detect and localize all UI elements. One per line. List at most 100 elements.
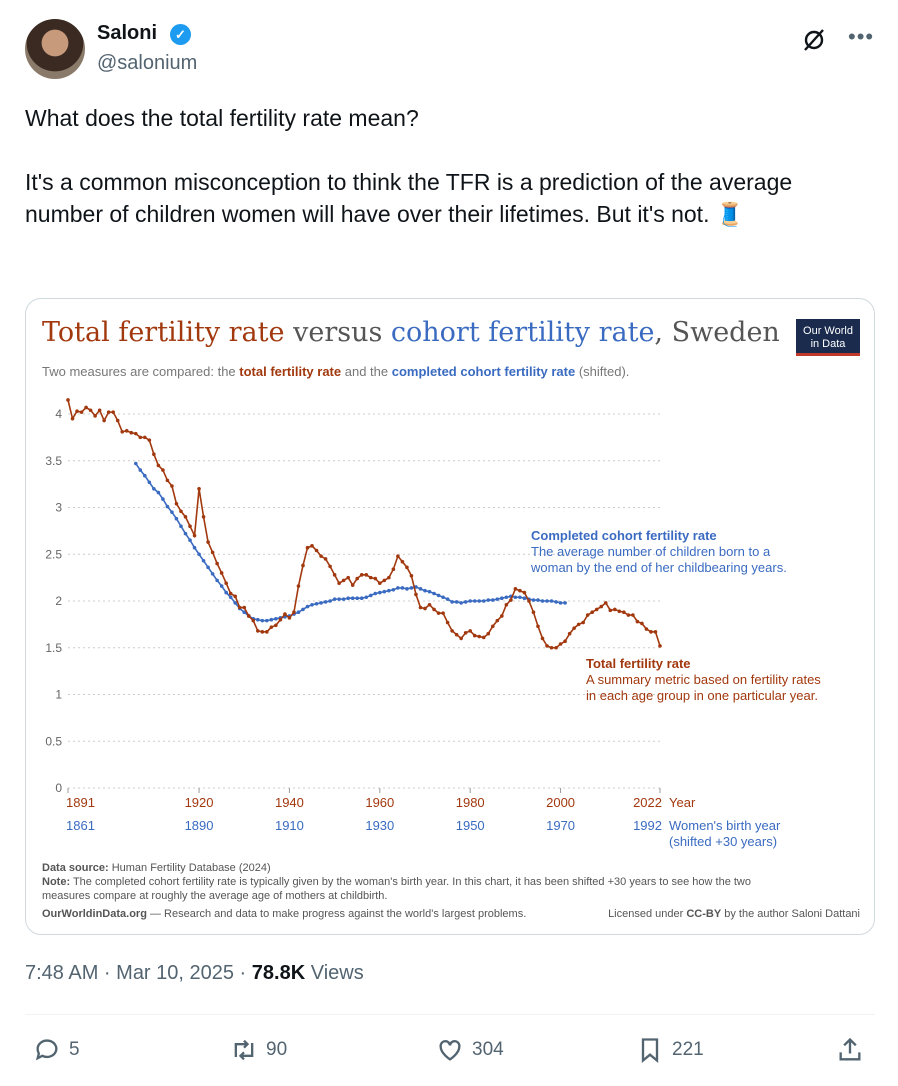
cohort-data-point [161, 497, 165, 501]
cohort-data-point [490, 598, 495, 602]
tfr-data-point [274, 623, 278, 628]
timestamp[interactable]: 7:48 AM · Mar 10, 2025 · [25, 962, 252, 984]
cohort-data-point [296, 610, 301, 615]
tfr-data-point [251, 618, 256, 623]
tfr-data-point [337, 581, 341, 586]
cohort-data-point [133, 461, 138, 466]
cohort-data-point [432, 591, 436, 596]
tfr-data-point [432, 607, 436, 612]
views-label: Views [305, 962, 364, 984]
svg-text:in Data: in Data [811, 338, 847, 350]
cohort-data-point [364, 595, 369, 600]
share-icon [839, 1037, 861, 1061]
cohort-data-point [427, 589, 432, 594]
cohort-data-point [382, 589, 387, 594]
tfr-data-point [201, 515, 206, 519]
tfr-data-point [332, 573, 337, 577]
avatar[interactable] [25, 19, 85, 79]
tfr-data-point [603, 601, 608, 605]
cohort-annotation: Completed cohort fertility rate The aver… [530, 528, 787, 575]
cohort-data-point [540, 599, 545, 603]
share-button[interactable] [836, 1036, 864, 1064]
tfr-data-point [75, 409, 79, 413]
tfr-data-point [490, 624, 495, 629]
tfr-data-point [405, 565, 409, 570]
tfr-data-point [599, 604, 604, 609]
reply-button[interactable]: 5 [33, 1036, 80, 1064]
author-handle[interactable]: @salonium [97, 52, 198, 74]
bookmark-icon [641, 1038, 659, 1063]
tfr-data-point [174, 501, 179, 506]
tfr-data-point [319, 554, 323, 558]
like-count: 304 [472, 1039, 504, 1060]
tfr-data-point [197, 487, 201, 491]
tfr-data-point [79, 410, 84, 414]
tweet-text: What does the total fertility rate mean?… [25, 102, 875, 230]
cohort-data-point [174, 516, 179, 521]
cohort-data-point [454, 600, 459, 604]
cohort-data-point [486, 598, 491, 602]
tfr-data-point [658, 644, 662, 648]
svg-text:Data source: Human Fertility D: Data source: Human Fertility Database (2… [42, 862, 271, 874]
cohort-data-point [197, 552, 201, 557]
chart-title: Total fertility rate versus cohort ferti… [42, 317, 780, 348]
x-tick-label-year: 1960 [365, 795, 394, 810]
tfr-data-point [165, 478, 170, 483]
cohort-data-point [477, 599, 482, 603]
cohort-data-point [522, 596, 527, 600]
bookmark-button[interactable]: 221 [636, 1036, 704, 1064]
cohort-data-point [445, 597, 450, 601]
cohort-data-point [391, 587, 396, 592]
y-tick-label: 4 [55, 407, 62, 421]
repost-count: 90 [266, 1039, 288, 1060]
tfr-data-point [350, 583, 355, 587]
tfr-data-point [156, 463, 161, 468]
tfr-data-point [472, 633, 477, 638]
tweet-meta: 7:48 AM · Mar 10, 2025 · 78.8K Views [25, 962, 364, 985]
x-tick-label-year: 1891 [66, 795, 95, 810]
tfr-data-point [477, 634, 482, 639]
like-button[interactable]: 304 [436, 1036, 504, 1064]
tfr-data-point [368, 575, 373, 580]
cohort-data-point [450, 600, 454, 604]
grok-icon[interactable] [800, 26, 828, 54]
tfr-data-point [454, 632, 459, 637]
tfr-data-point [296, 584, 301, 588]
chart-image[interactable]: Total fertility rate versus cohort ferti… [25, 298, 875, 935]
total-fertility-line [67, 399, 661, 649]
cohort-data-point [459, 601, 463, 605]
tfr-data-point [373, 576, 378, 581]
tfr-data-point [170, 484, 174, 488]
tfr-data-point [563, 639, 567, 644]
repost-button[interactable]: 90 [230, 1036, 287, 1064]
cohort-data-point [179, 524, 183, 528]
tfr-data-point [256, 629, 260, 633]
tfr-data-point [206, 540, 210, 544]
cohort-data-point [341, 597, 346, 601]
cohort-data-point [500, 596, 504, 600]
svg-text:measures compare at roughly th: measures compare at roughly the average … [42, 890, 387, 902]
x-tick-label-birth-year: 1930 [365, 818, 394, 833]
tfr-data-point [640, 621, 644, 626]
cohort-data-point [165, 504, 170, 509]
x-tick-label-year: 2022 [633, 795, 662, 810]
tfr-data-point [260, 630, 265, 634]
tweet-paragraph: It's a common misconception to think the… [25, 169, 793, 227]
tfr-data-point [513, 587, 518, 591]
author-name[interactable]: Saloni [97, 22, 158, 44]
cohort-data-point [346, 596, 350, 600]
tfr-data-point [441, 611, 445, 615]
tfr-data-point [500, 614, 504, 618]
tfr-data-point [215, 561, 219, 566]
more-options-icon[interactable]: ••• [848, 24, 875, 49]
cohort-data-point [242, 610, 247, 615]
svg-text:OurWorldinData.org — Research: OurWorldinData.org — Research and data t… [42, 908, 526, 920]
tfr-data-point [287, 616, 292, 620]
cohort-data-point [400, 586, 405, 590]
cohort-data-point [337, 597, 341, 601]
cohort-data-point [536, 598, 540, 602]
x-tick-label-year: 2000 [546, 795, 575, 810]
x-tick-label-birth-year: 1890 [185, 818, 214, 833]
svg-text:Licensed under CC-BY by the au: Licensed under CC-BY by the author Salon… [608, 908, 860, 920]
tfr-data-point [219, 571, 224, 575]
